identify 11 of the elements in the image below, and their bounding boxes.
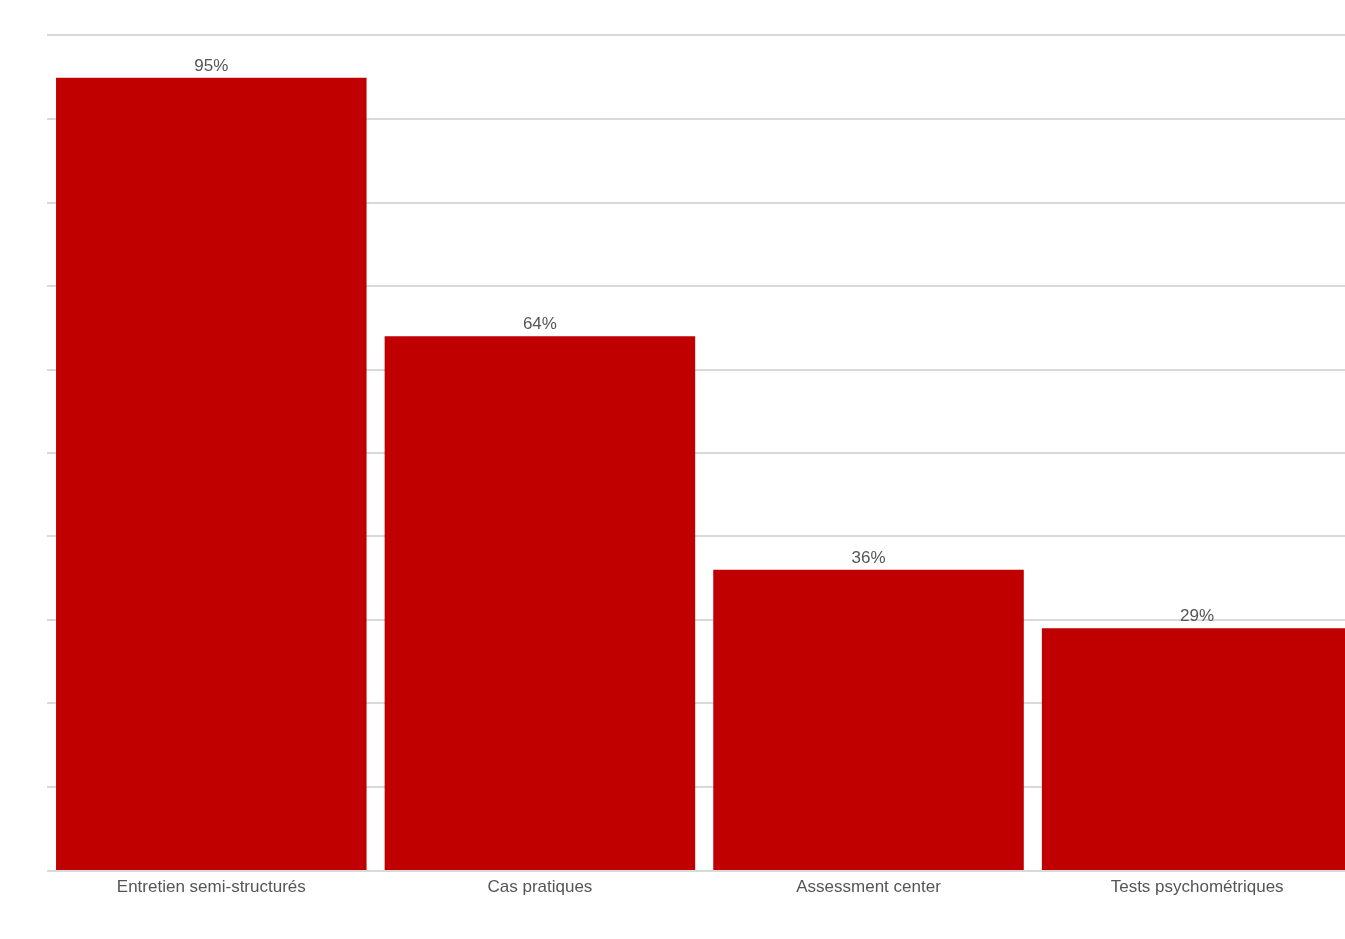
bar [56,77,367,870]
x-tick-label: Tests psychométriques [1110,877,1284,897]
data-label: 36% [851,547,886,567]
x-tick-label: Cas pratiques [487,877,593,897]
data-label: 95% [194,55,229,75]
bar [384,336,696,870]
data-label: 29% [1180,606,1215,626]
bar [713,569,1024,870]
x-tick-label: Entretien semi-structurés [116,877,306,897]
data-label: 64% [522,314,557,334]
x-tick-label: Assessment center [796,877,942,897]
